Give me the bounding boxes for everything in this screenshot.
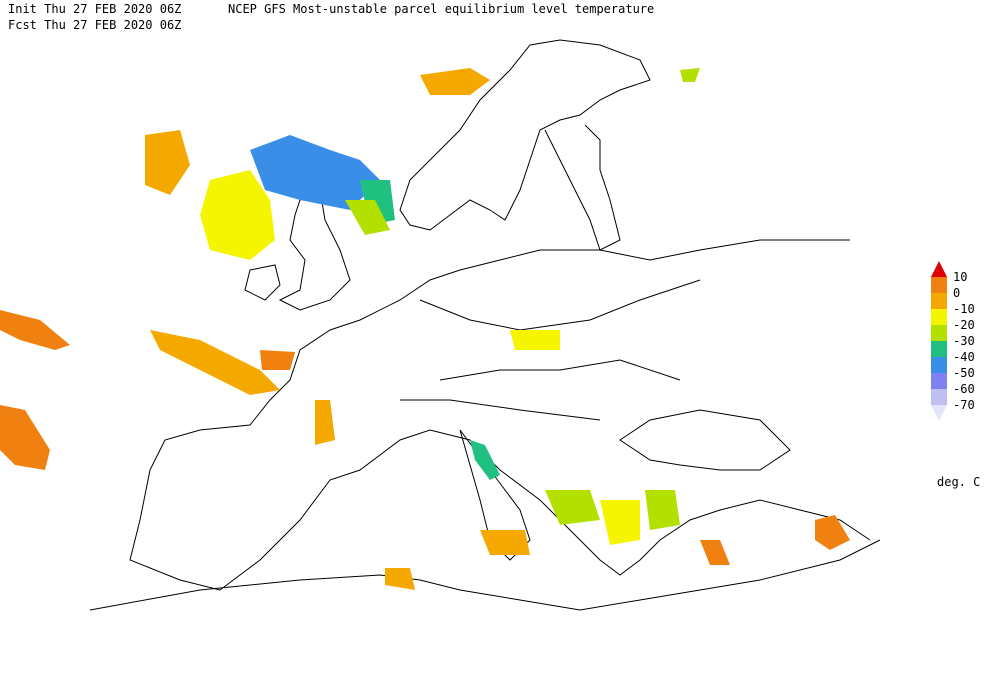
shaded-area <box>420 68 490 95</box>
colorbar-segment <box>931 309 947 325</box>
colorbar-unit: deg. C <box>937 475 980 489</box>
shaded-area <box>815 515 850 550</box>
shaded-area <box>470 440 500 480</box>
colorbar-segment <box>931 389 947 405</box>
colorbar-label: -30 <box>953 334 975 348</box>
colorbar-label: -20 <box>953 318 975 332</box>
border <box>400 279 701 421</box>
shaded-area <box>345 200 390 235</box>
shaded-area <box>315 400 335 445</box>
shaded-area <box>250 135 380 210</box>
coastline <box>149 239 850 471</box>
coastline <box>89 539 881 611</box>
colorbar-label: -40 <box>953 350 975 364</box>
colorbar-label: -70 <box>953 398 975 412</box>
init-time: Init Thu 27 FEB 2020 06Z <box>8 2 181 16</box>
colorbar-segment <box>931 293 947 309</box>
shaded-area <box>145 130 190 195</box>
colorbar-label: -60 <box>953 382 975 396</box>
colorbar-label: -10 <box>953 302 975 316</box>
colorbar-top-arrow <box>931 261 947 277</box>
shaded-area <box>385 568 415 590</box>
colorbar-segment <box>931 373 947 389</box>
coastline <box>278 189 351 311</box>
colorbar-bottom-arrow <box>931 405 947 421</box>
shaded-area <box>545 490 600 525</box>
shaded-area <box>480 530 530 555</box>
shaded-area <box>600 500 640 545</box>
data-areas <box>0 68 850 590</box>
coastline <box>399 39 651 231</box>
colorbar-segment <box>931 357 947 373</box>
shaded-area <box>260 350 295 370</box>
map-title: NCEP GFS Most-unstable parcel equilibriu… <box>228 2 654 16</box>
shaded-area <box>645 490 680 530</box>
colorbar-segment <box>931 341 947 357</box>
coastline <box>129 429 871 591</box>
shaded-area <box>200 170 275 260</box>
shaded-area <box>700 540 730 565</box>
colorbar-label: -50 <box>953 366 975 380</box>
shaded-area <box>150 330 280 395</box>
colorbar-segment <box>931 325 947 341</box>
shaded-area <box>0 405 50 470</box>
shaded-area <box>680 68 700 82</box>
coastlines <box>89 39 881 611</box>
forecast-time: Fcst Thu 27 FEB 2020 06Z <box>8 18 181 32</box>
coastline <box>244 264 281 301</box>
colorbar-label: 0 <box>953 286 960 300</box>
colorbar-segment <box>931 277 947 293</box>
colorbar-label: 10 <box>953 270 967 284</box>
shaded-area <box>0 310 70 350</box>
shaded-area <box>510 330 560 350</box>
coastline <box>619 409 791 471</box>
coastline <box>544 124 621 251</box>
